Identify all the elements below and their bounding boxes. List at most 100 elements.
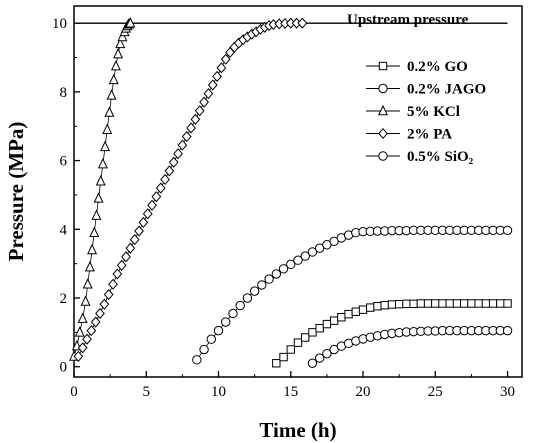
legend: 0.2% GO 0.2% JAGO 5% KCl 2% PA 0.5% SiO₂ — [366, 59, 486, 165]
legend-label: 0.2% JAGO — [407, 82, 486, 98]
data-point — [87, 243, 98, 255]
data-point — [502, 325, 513, 336]
data-point — [108, 278, 118, 290]
data-point — [125, 242, 136, 254]
data-point — [102, 123, 113, 134]
legend-item: 0.2% GO — [366, 59, 468, 75]
data-point — [293, 255, 303, 265]
data-point — [394, 299, 404, 309]
x-axis-title: Time (h) — [259, 418, 336, 442]
data-point — [445, 299, 454, 308]
data-point — [249, 286, 260, 296]
data-point — [84, 260, 95, 272]
y-axis-title: Pressure (MPa) — [4, 122, 28, 262]
data-point — [206, 334, 216, 344]
data-point — [125, 17, 136, 28]
x-tick-label: 5 — [143, 384, 151, 400]
data-point — [142, 208, 153, 220]
data-point — [220, 53, 231, 65]
legend-item: 2% PA — [366, 127, 452, 143]
data-point — [373, 302, 382, 311]
data-point — [380, 301, 389, 310]
data-point — [213, 325, 224, 336]
data-point — [271, 269, 282, 279]
data-point — [95, 175, 106, 186]
plot-border — [73, 5, 523, 378]
data-point — [192, 355, 202, 365]
data-point — [104, 106, 115, 117]
x-tick-label: 30 — [500, 384, 515, 400]
data-point — [212, 70, 222, 82]
data-point — [168, 156, 179, 168]
data-point — [416, 299, 426, 308]
legend-marker — [378, 151, 388, 161]
data-point — [286, 345, 295, 354]
data-point — [90, 316, 101, 328]
data-point — [272, 359, 281, 368]
x-tick-label: 0 — [70, 384, 78, 400]
data-point — [199, 344, 209, 355]
data-point — [502, 225, 513, 236]
data-point — [113, 47, 124, 59]
legend-marker — [378, 104, 388, 116]
data-point — [496, 299, 505, 308]
data-point — [488, 299, 498, 308]
x-axis-ticks: 0 5 10 15 20 25 30 — [70, 371, 515, 400]
series-line — [77, 22, 303, 357]
series-1 — [192, 225, 513, 365]
data-point — [235, 300, 245, 311]
data-point — [344, 309, 353, 319]
data-point — [423, 299, 433, 308]
data-point — [221, 317, 231, 327]
data-point — [95, 307, 105, 320]
data-point — [431, 299, 440, 308]
plot-frame — [73, 5, 523, 378]
data-point — [110, 59, 121, 71]
data-point — [467, 299, 476, 308]
data-point — [80, 295, 91, 306]
x-tick-label: 15 — [283, 384, 298, 400]
data-point — [97, 157, 108, 169]
data-point — [216, 62, 227, 74]
data-point — [99, 298, 110, 310]
data-point — [278, 264, 289, 274]
data-point — [115, 37, 126, 49]
y-tick-label: 0 — [60, 360, 68, 376]
data-point — [481, 299, 491, 308]
data-point — [106, 89, 117, 100]
data-point — [322, 319, 332, 329]
y-tick-label: 10 — [52, 16, 67, 32]
data-point — [117, 30, 128, 42]
data-point — [207, 79, 218, 91]
data-point — [129, 234, 140, 246]
data-point — [147, 199, 157, 211]
legend-marker — [378, 83, 388, 94]
series-3 — [73, 17, 308, 362]
data-point — [86, 325, 97, 337]
data-point — [297, 17, 308, 29]
data-point — [108, 73, 119, 85]
y-tick-label: 2 — [60, 291, 68, 307]
data-point — [351, 307, 361, 316]
data-point — [89, 226, 100, 238]
data-point — [329, 316, 339, 325]
data-point — [173, 148, 183, 160]
data-point — [77, 342, 88, 354]
data-point — [300, 251, 310, 261]
series-0 — [272, 299, 512, 368]
data-point — [134, 225, 144, 237]
data-point — [228, 308, 238, 319]
data-point — [452, 299, 462, 308]
legend-marker — [378, 127, 388, 140]
data-point — [358, 305, 368, 314]
x-tick-label: 25 — [428, 384, 443, 400]
legend-label: 0.2% GO — [407, 59, 468, 75]
legend-item: 0.2% JAGO — [366, 82, 486, 98]
data-point — [194, 105, 205, 117]
data-point — [116, 259, 127, 271]
series-4 — [307, 325, 513, 368]
data-point — [181, 130, 192, 143]
x-tick-label: 20 — [356, 384, 371, 400]
data-point — [279, 352, 288, 362]
legend-marker — [378, 61, 388, 71]
